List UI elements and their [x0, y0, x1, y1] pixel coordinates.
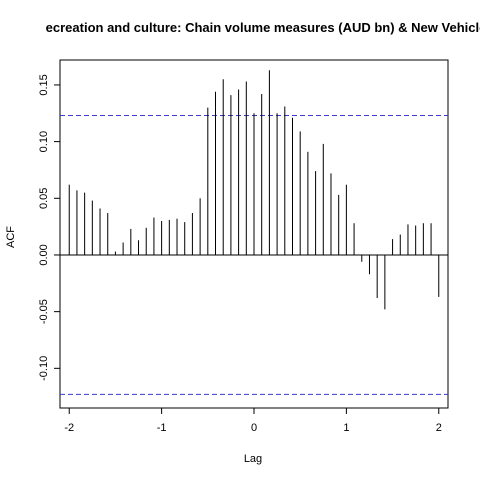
- y-axis-label: ACF: [5, 226, 17, 248]
- x-tick-label: 1: [343, 422, 349, 434]
- x-tick-label: 2: [436, 422, 442, 434]
- x-tick-label: 0: [251, 422, 257, 434]
- y-tick-label: -0.10: [38, 356, 50, 381]
- x-axis: -2 -1 0 1 2: [64, 408, 442, 434]
- y-tick-label: 0.05: [38, 188, 50, 209]
- y-axis-label-group: ACF: [5, 226, 17, 248]
- y-tick-label: 0.00: [38, 244, 50, 265]
- y-tick-label: -0.05: [38, 299, 50, 324]
- x-tick-label: -1: [157, 422, 167, 434]
- y-tick-label: 0.15: [38, 74, 50, 95]
- chart-title: ecreation and culture: Chain volume meas…: [46, 20, 480, 35]
- acf-bars-layer: [68, 70, 440, 310]
- y-axis: -0.10 -0.05 0.00 0.05 0.10 0.15: [38, 74, 60, 381]
- y-tick-label: 0.10: [38, 131, 50, 152]
- x-axis-label: Lag: [244, 453, 262, 465]
- x-tick-label: -2: [64, 422, 74, 434]
